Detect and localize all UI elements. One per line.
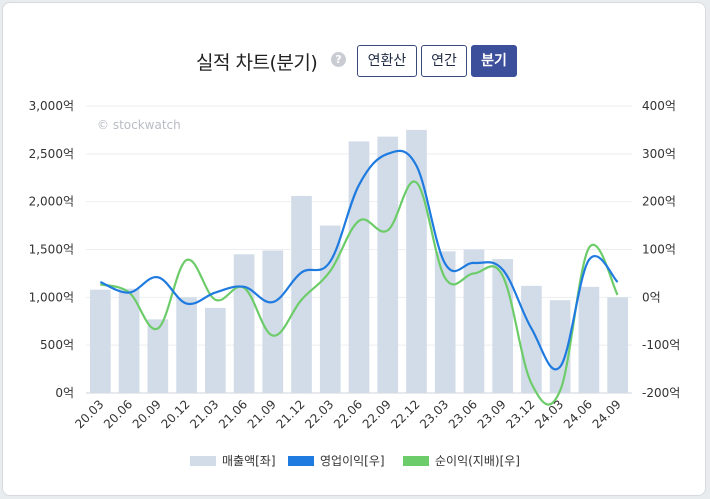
x-axis-tick-label: 21.03 [187, 397, 221, 431]
bar [607, 297, 628, 393]
bar [578, 286, 600, 393]
legend-label: 순이익(지배)[우] [435, 454, 520, 468]
x-axis-tick-label: 24.03 [532, 397, 566, 431]
bar [319, 225, 341, 393]
bar [262, 250, 284, 393]
right-axis-tick-label: -100억 [642, 338, 680, 352]
left-axis-tick-label: 1,000억 [29, 290, 74, 304]
x-axis-tick-label: 23.06 [446, 397, 480, 431]
x-axis-tick-label: 23.12 [503, 397, 537, 431]
x-axis-tick-label: 22.09 [360, 397, 394, 431]
x-axis-tick-label: 24.09 [590, 397, 624, 431]
right-axis-tick-label: 200억 [642, 195, 676, 209]
legend-label: 영업이익[우] [320, 454, 385, 468]
watermark: © stockwatch [97, 118, 181, 132]
bar [204, 307, 226, 393]
left-axis-tick-label: 3,000억 [29, 99, 74, 113]
bar [377, 136, 399, 393]
legend-swatch [403, 456, 429, 466]
annualized-button[interactable]: 연환산 [357, 45, 417, 77]
x-axis-tick-label: 20.06 [101, 397, 135, 431]
legend-label: 매출액[좌] [222, 454, 276, 468]
bar [521, 285, 542, 393]
left-axis-tick-label: 0억 [55, 386, 74, 400]
left-axis-tick-label: 2,000억 [29, 195, 74, 209]
series-line [99, 149, 619, 371]
x-axis-tick-label: 22.06 [331, 397, 365, 431]
right-axis-tick-label: 300억 [642, 147, 676, 161]
x-axis-tick-label: 22.03 [302, 397, 336, 431]
bar [463, 249, 485, 393]
x-axis-tick-label: 20.03 [72, 397, 106, 431]
left-axis-tick-label: 2,500억 [29, 147, 74, 161]
bar [118, 288, 140, 393]
x-axis-tick-label: 23.03 [417, 397, 451, 431]
x-axis-tick-label: 24.06 [561, 397, 595, 431]
right-axis-tick-label: 400억 [642, 99, 676, 113]
bar [147, 319, 169, 393]
x-axis-tick-label: 20.12 [159, 397, 193, 431]
annual-button[interactable]: 연간 [421, 45, 467, 77]
legend-swatch [190, 456, 216, 466]
chart-title: 실적 차트(분기) [196, 52, 318, 74]
series-line [100, 180, 619, 406]
bar [348, 141, 370, 393]
right-axis-tick-label: 0억 [642, 290, 661, 304]
bar [90, 289, 111, 393]
right-axis-tick-label: -200억 [642, 386, 680, 400]
bar [434, 251, 456, 393]
x-axis-tick-label: 21.06 [216, 397, 250, 431]
quarterly-button[interactable]: 분기 [471, 45, 517, 77]
bar [233, 254, 255, 393]
question-icon[interactable]: ? [331, 52, 346, 67]
x-axis-tick-label: 22.12 [388, 397, 422, 431]
legend-swatch [288, 456, 314, 466]
x-axis-tick-label: 21.12 [273, 397, 307, 431]
bar [176, 297, 197, 393]
x-axis-tick-label: 23.09 [475, 397, 509, 431]
right-axis-tick-label: 100억 [642, 243, 676, 257]
left-axis-tick-label: 1,500억 [29, 243, 74, 257]
bar [291, 195, 312, 393]
left-axis-tick-label: 500억 [40, 338, 74, 352]
bar [406, 129, 427, 393]
x-axis-tick-label: 21.09 [245, 397, 279, 431]
x-axis-tick-label: 20.09 [130, 397, 164, 431]
